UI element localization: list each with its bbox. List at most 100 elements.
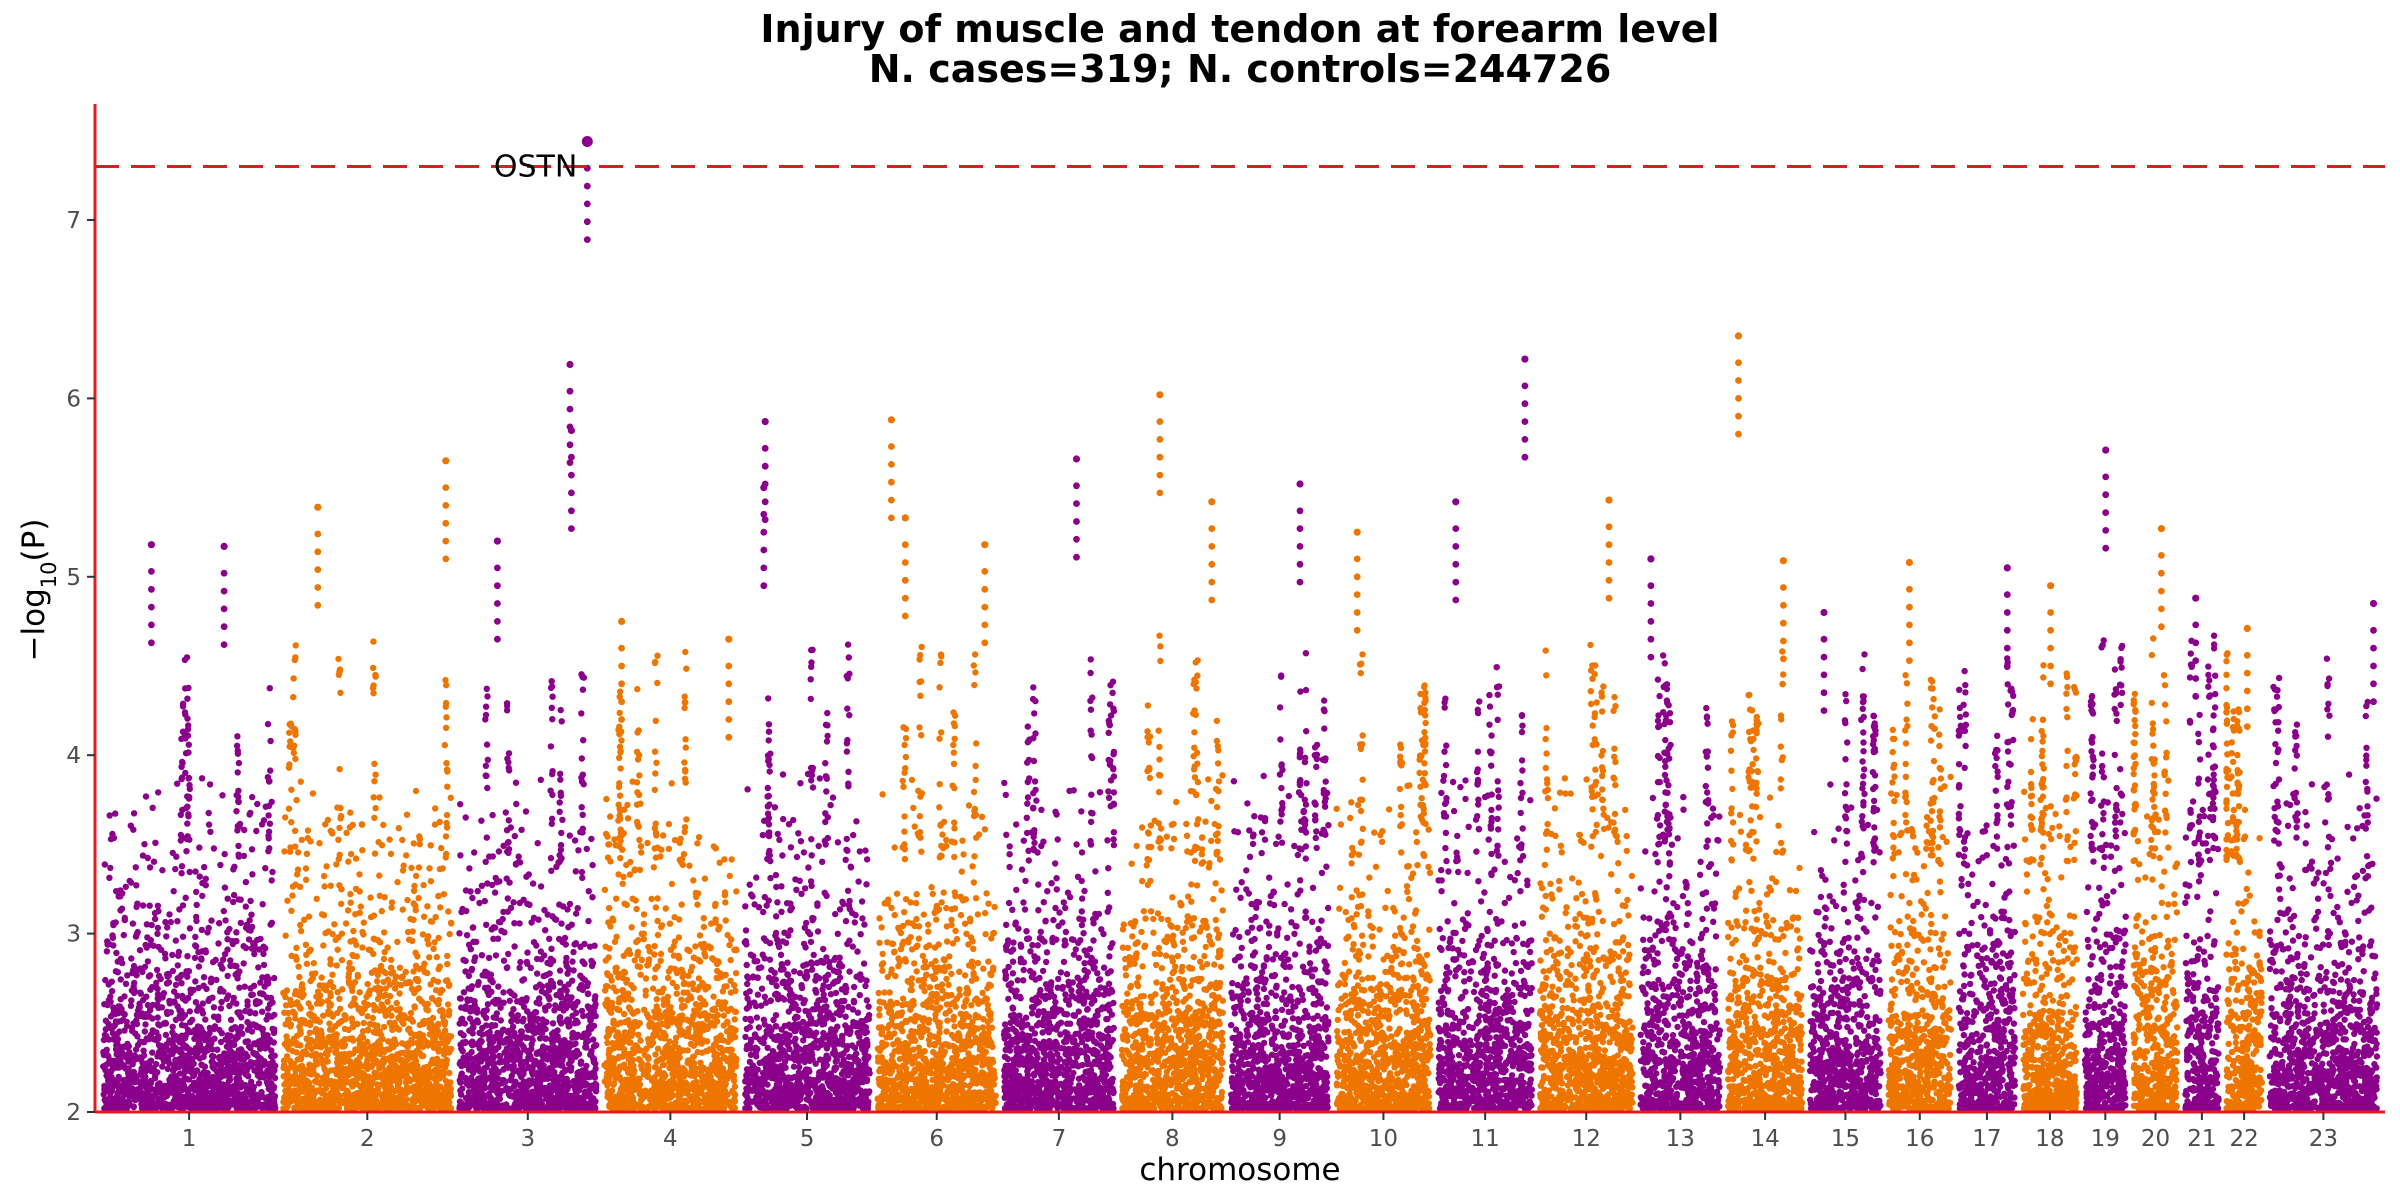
point xyxy=(489,853,496,860)
point xyxy=(516,964,523,971)
point xyxy=(215,1016,222,1023)
point xyxy=(307,838,314,845)
point xyxy=(199,879,206,887)
point xyxy=(304,1087,312,1094)
point xyxy=(584,1093,591,1100)
point xyxy=(180,995,187,1002)
point xyxy=(100,1049,107,1056)
point xyxy=(533,999,540,1006)
point xyxy=(502,1058,509,1066)
point xyxy=(172,1089,179,1097)
point xyxy=(335,836,342,843)
point xyxy=(233,742,241,749)
point xyxy=(427,918,435,925)
point xyxy=(226,1073,233,1080)
point xyxy=(174,992,181,999)
point xyxy=(443,819,450,827)
point xyxy=(127,1002,135,1009)
point xyxy=(285,764,293,771)
point xyxy=(468,1074,475,1082)
point xyxy=(425,940,432,948)
point xyxy=(542,1007,549,1014)
point xyxy=(575,847,582,854)
point xyxy=(212,956,219,964)
point xyxy=(214,1046,221,1053)
point xyxy=(325,1008,332,1015)
point xyxy=(548,867,555,874)
point xyxy=(489,1086,497,1094)
point xyxy=(156,1080,163,1087)
point xyxy=(434,978,442,985)
point xyxy=(507,1029,514,1036)
point xyxy=(332,936,339,944)
point xyxy=(400,1020,407,1027)
point xyxy=(129,920,137,927)
point xyxy=(508,990,515,997)
point xyxy=(136,947,144,954)
point xyxy=(101,1031,109,1039)
point xyxy=(410,840,417,847)
point xyxy=(335,1020,342,1027)
point xyxy=(466,865,473,872)
point xyxy=(508,1072,515,1080)
point xyxy=(464,997,471,1004)
point xyxy=(341,1058,348,1065)
point xyxy=(589,861,596,869)
point xyxy=(668,780,675,787)
point xyxy=(208,917,215,924)
point xyxy=(312,1028,319,1035)
point xyxy=(488,926,495,933)
point xyxy=(576,1102,584,1110)
point xyxy=(186,1008,193,1015)
point xyxy=(198,1007,205,1014)
point xyxy=(269,868,276,876)
point xyxy=(403,811,411,818)
point xyxy=(585,888,592,895)
chart-subtitle: N. cases=319; N. controls=244726 xyxy=(869,47,1612,91)
point xyxy=(216,988,224,995)
point xyxy=(480,1011,487,1018)
point xyxy=(399,836,406,844)
point xyxy=(370,638,377,645)
point xyxy=(549,980,556,987)
point xyxy=(575,1068,583,1076)
point xyxy=(396,1075,403,1083)
point xyxy=(172,1016,180,1023)
point xyxy=(348,1069,356,1076)
point xyxy=(132,864,139,871)
point xyxy=(265,832,272,839)
point xyxy=(289,892,296,899)
point xyxy=(524,949,531,956)
point xyxy=(169,951,176,959)
point xyxy=(558,829,565,837)
point xyxy=(418,1088,426,1095)
point xyxy=(241,983,248,990)
point xyxy=(352,855,360,862)
point xyxy=(200,1029,207,1036)
point xyxy=(332,1092,339,1099)
point xyxy=(506,879,513,886)
point xyxy=(248,846,256,853)
point xyxy=(164,924,171,931)
point xyxy=(304,827,312,834)
point xyxy=(104,1073,111,1081)
point xyxy=(280,1073,287,1080)
point xyxy=(429,995,436,1002)
point xyxy=(529,880,537,887)
point xyxy=(226,1097,233,1104)
point xyxy=(305,913,313,920)
point xyxy=(210,1053,217,1060)
point xyxy=(376,991,383,998)
point xyxy=(112,810,119,817)
point xyxy=(271,1011,278,1019)
point xyxy=(356,871,363,878)
point xyxy=(585,990,592,997)
point xyxy=(433,1022,440,1030)
point xyxy=(106,874,113,881)
point xyxy=(355,1100,363,1107)
point xyxy=(259,990,266,997)
point xyxy=(209,994,216,1001)
point xyxy=(483,834,490,841)
point xyxy=(414,1077,422,1084)
point xyxy=(411,1055,419,1063)
